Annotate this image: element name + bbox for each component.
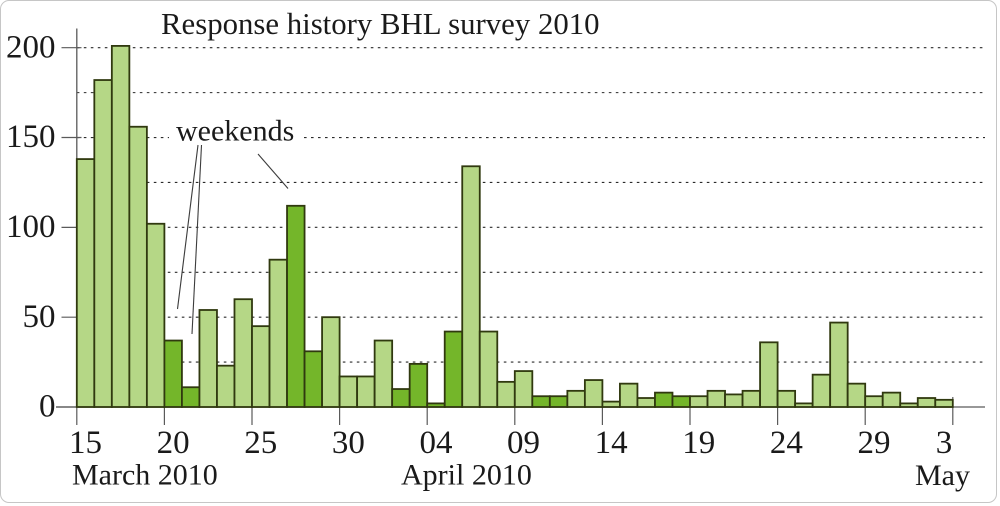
bar-2010-04-30: [881, 391, 902, 408]
x-tick-label-29: 29: [857, 425, 890, 461]
bar-2010-03-30: [338, 375, 359, 408]
bar-2010-03-28: [303, 350, 323, 408]
weekends-leader-line-3: [257, 153, 289, 189]
bar-2010-05-03: [934, 398, 954, 408]
bar-2010-03-19: [145, 222, 166, 408]
month-label-may: May: [915, 459, 970, 492]
weekends-annotation: weekends: [176, 115, 294, 335]
month-label-march: March 2010: [72, 459, 218, 492]
bar-2010-04-07: [478, 330, 499, 408]
y-tick-label-200: 200: [6, 29, 56, 65]
bar-2010-04-24: [776, 389, 797, 408]
bar-2010-03-21: [181, 386, 201, 408]
bar-2010-04-11: [548, 395, 569, 408]
x-tick-label-25: 25: [244, 425, 277, 461]
bar-2010-04-03: [408, 362, 429, 408]
x-tick-label-20: 20: [157, 425, 190, 461]
bar-2010-04-16: [636, 397, 656, 408]
bar-2010-04-25: [794, 402, 814, 408]
x-tick-label-04: 04: [419, 425, 452, 461]
bar-2010-03-31: [356, 375, 376, 408]
bar-2010-03-27: [286, 204, 306, 408]
bar-2010-04-01: [373, 339, 394, 408]
bar-2010-04-06: [461, 165, 481, 408]
bar-2010-04-12: [566, 389, 586, 408]
x-tick-label-3: 3: [936, 425, 953, 461]
bar-2010-04-14: [601, 400, 621, 408]
bar-2010-05-01: [899, 402, 919, 408]
bar-2010-03-23: [216, 364, 236, 408]
bar-2010-04-15: [619, 382, 639, 408]
bar-2010-04-10: [531, 395, 551, 408]
bar-2010-04-18: [671, 395, 691, 408]
y-tick-label-150: 150: [6, 119, 56, 155]
x-tick-label-30: 30: [332, 425, 365, 461]
x-tick-label-19: 19: [682, 425, 715, 461]
bar-2010-03-24: [233, 298, 253, 408]
weekends-leader-line-1: [176, 144, 199, 310]
bar-2010-04-26: [811, 373, 832, 408]
bar-2010-04-23: [759, 341, 779, 408]
bar-2010-04-21: [724, 393, 744, 408]
bar-2010-03-25: [251, 325, 271, 408]
y-tick-label-100: 100: [6, 209, 56, 245]
bar-2010-03-29: [321, 316, 341, 408]
weekends-leader-line-2: [191, 144, 203, 335]
bar-2010-03-26: [268, 258, 288, 408]
bar-2010-04-13: [583, 379, 604, 408]
bar-2010-04-19: [689, 395, 709, 408]
bar-2010-03-22: [198, 309, 218, 408]
bar-2010-03-18: [128, 125, 148, 408]
y-axis-labels: 0 50 100 150 200: [6, 29, 56, 424]
x-axis-date-labels: 15 20 25 30 04 09 14 19 24 29 3: [69, 425, 952, 461]
weekends-label: weekends: [176, 115, 294, 148]
y-tick-label-50: 50: [23, 299, 56, 335]
bar-2010-04-04: [426, 402, 446, 408]
bar-2010-05-02: [916, 397, 937, 408]
y-tick-label-0: 0: [39, 389, 56, 425]
x-tick-label-24: 24: [770, 425, 803, 461]
bar-2010-04-09: [513, 370, 534, 408]
bar-2010-04-29: [864, 395, 884, 408]
x-tick-label-09: 09: [507, 425, 540, 461]
bar-2010-04-17: [654, 391, 674, 408]
bar-2010-03-16: [93, 79, 113, 408]
bar-2010-04-05: [443, 330, 464, 408]
bar-2010-04-27: [829, 321, 849, 408]
bar-2010-04-20: [706, 389, 726, 408]
bar-2010-03-20: [163, 339, 183, 408]
bar-2010-03-17: [110, 45, 131, 408]
bar-2010-03-15: [75, 158, 96, 408]
bars: [75, 45, 954, 408]
x-tick-label-14: 14: [595, 425, 628, 461]
x-tick-label-15: 15: [69, 425, 102, 461]
bar-2010-04-28: [846, 382, 867, 408]
bar-2010-04-08: [496, 380, 516, 408]
bar-2010-04-22: [741, 389, 761, 408]
bar-2010-04-02: [391, 388, 411, 408]
chart-title: Response history BHL survey 2010: [161, 7, 600, 41]
month-label-april: April 2010: [401, 459, 532, 492]
